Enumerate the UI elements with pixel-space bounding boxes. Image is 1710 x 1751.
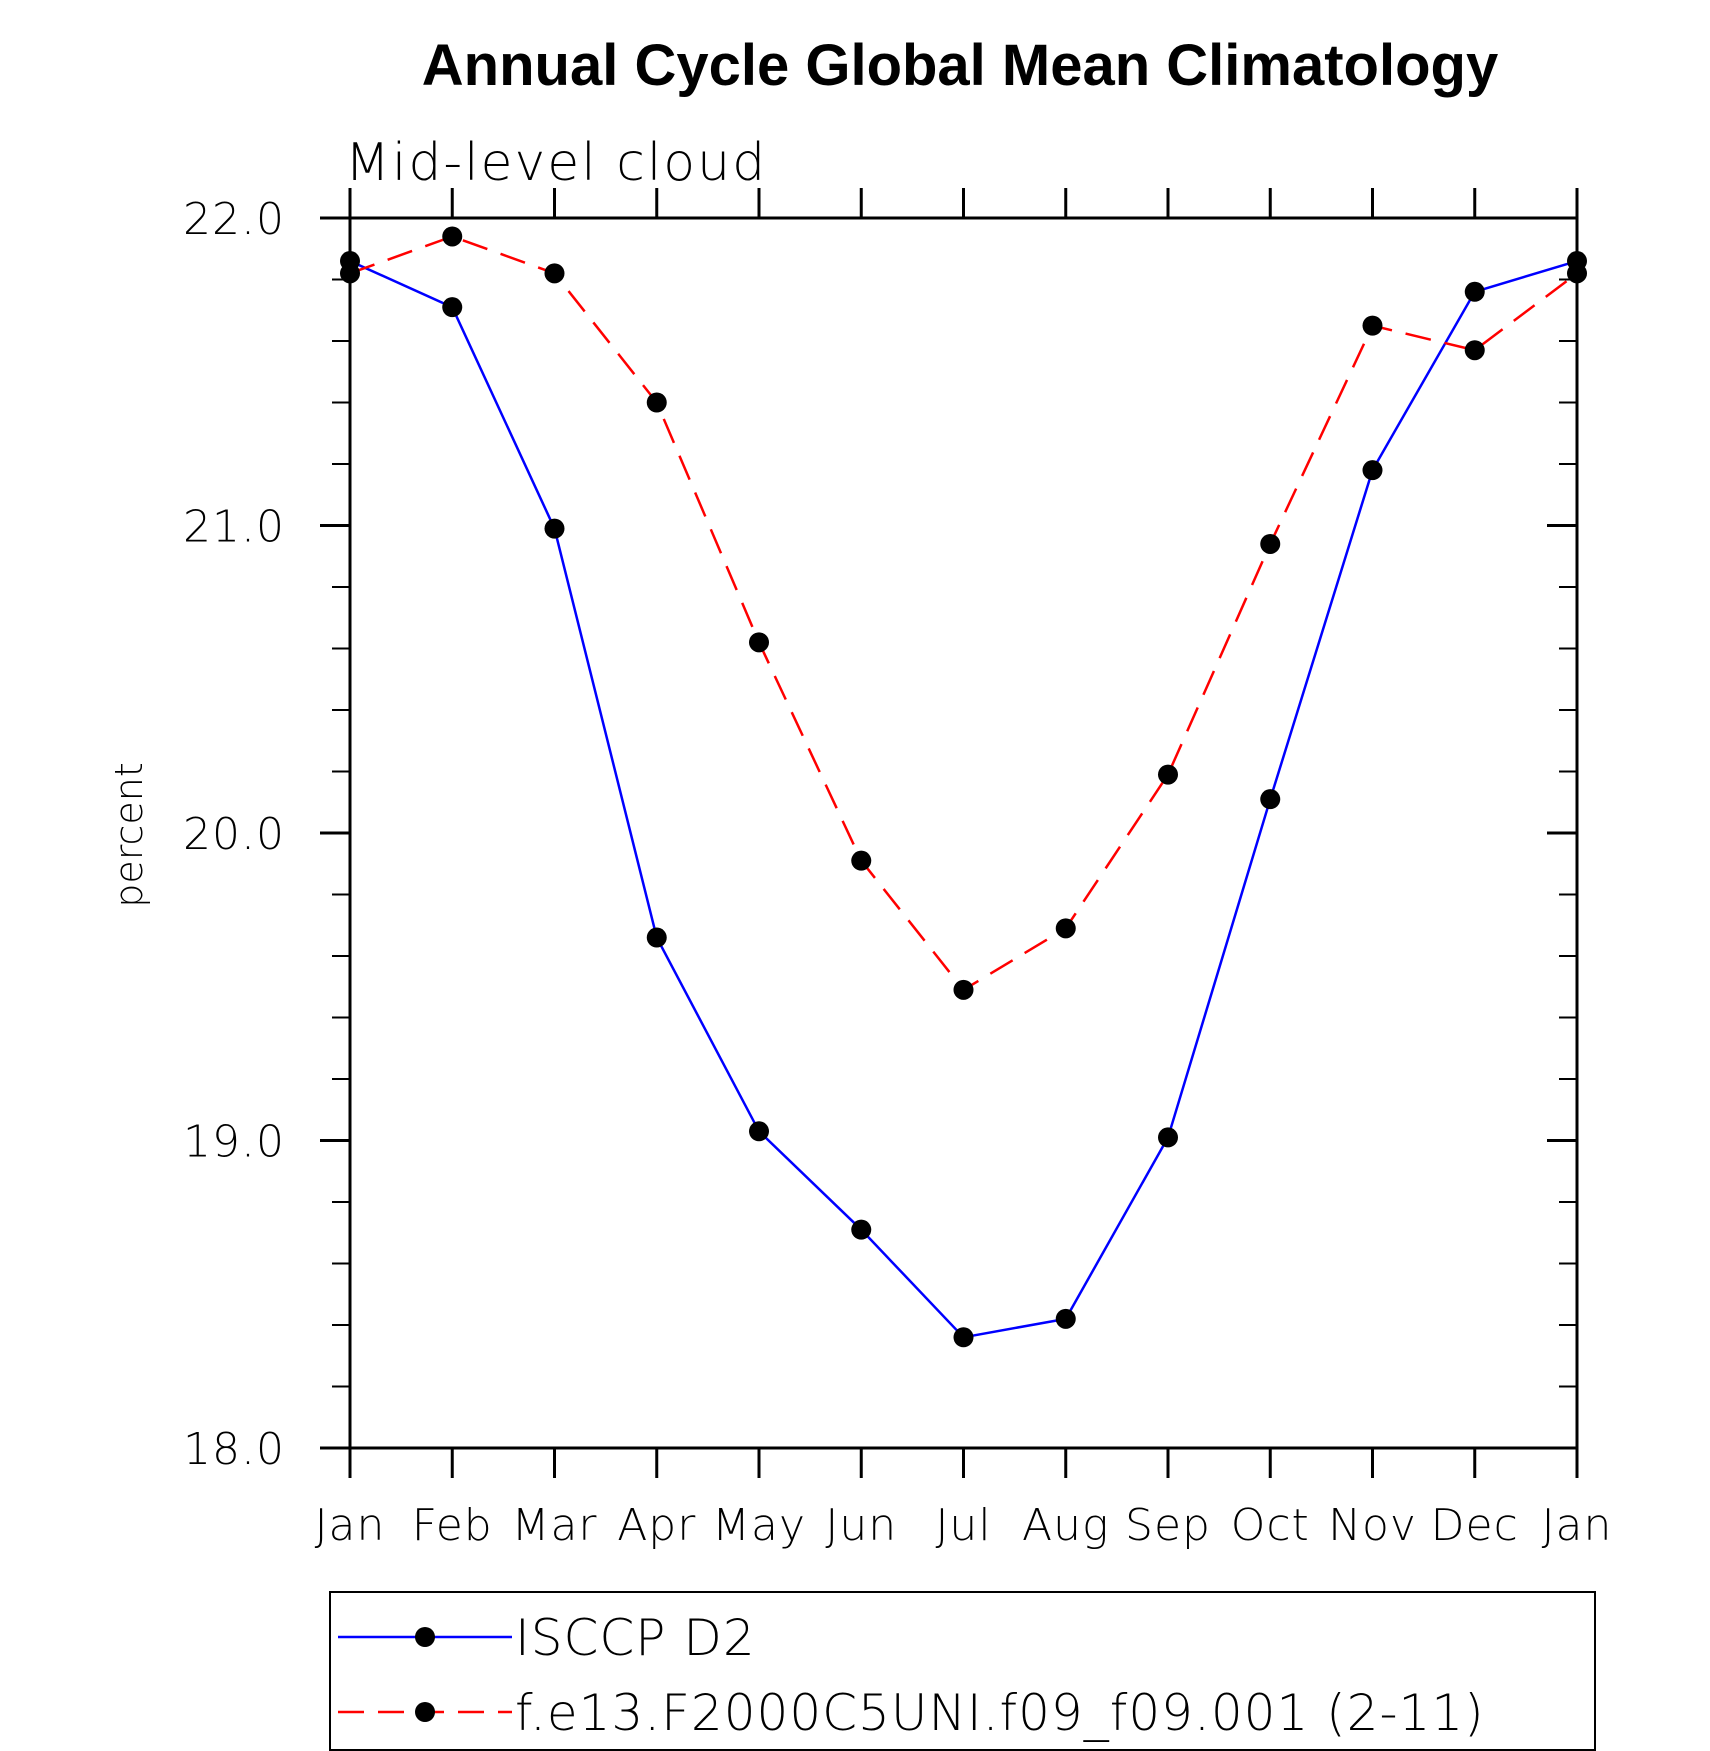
x-tick-label: Jan [315,1500,386,1551]
y-tick-label: 22.0 [183,194,285,245]
data-point-s0-8 [1158,1127,1178,1148]
data-point-s1-10 [1362,315,1383,336]
data-point-s1-2 [544,263,565,284]
data-point-s1-4 [749,632,769,653]
chart-subtitle: Mid-level cloud [345,133,767,193]
y-tick-label: 21.0 [183,502,285,553]
data-point-s0-6 [953,1327,974,1348]
data-point-s0-9 [1260,789,1281,810]
chart-title: Annual Cycle Global Mean Climatology [422,33,1498,98]
legend-marker-0 [415,1627,435,1647]
data-point-s1-8 [1158,764,1178,785]
data-point-s0-3 [646,927,667,948]
data-point-s1-3 [646,392,667,413]
data-point-s0-7 [1055,1308,1076,1329]
data-point-s0-11 [1464,281,1485,302]
data-point-s1-0 [340,263,360,284]
data-point-s0-1 [442,297,463,318]
x-tick-label: Mar [511,1500,597,1551]
data-point-s1-12 [1567,263,1587,284]
y-tick-label: 18.0 [183,1424,285,1475]
data-point-s1-9 [1260,533,1281,554]
series-line-1 [349,235,1578,992]
x-tick-label: Jun [825,1500,897,1551]
data-point-s0-4 [749,1121,769,1142]
x-tick-label: May [712,1500,806,1551]
legend-label-0: ISCCP D2 [515,1609,756,1667]
legend-box [329,1591,1596,1751]
x-tick-label: Jan [1542,1500,1613,1551]
series-line-0 [349,259,1578,1339]
y-axis-label: percent [107,762,151,908]
data-point-s0-5 [851,1219,872,1240]
x-tick-label: Oct [1231,1500,1310,1551]
data-point-s1-5 [851,850,872,871]
series-lines [349,235,1578,1339]
data-point-s0-10 [1362,460,1383,481]
data-markers [340,226,1587,1348]
y-tick-label: 20.0 [183,809,285,860]
data-point-s1-7 [1055,918,1076,939]
data-point-s1-6 [953,979,974,1000]
x-tick-label: Dec [1431,1500,1519,1551]
axis-ticks: Jan Feb Mar Apr May Jun Jul Aug Sep Oct Nov Dec Jan 1… [183,188,1613,1551]
data-point-s0-2 [544,518,565,539]
x-tick-label: Aug [1022,1500,1109,1551]
x-tick-label: Nov [1328,1500,1417,1551]
x-tick-label: Jul [935,1500,991,1551]
x-tick-label: Sep [1125,1500,1211,1551]
y-tick-label: 19.0 [183,1117,285,1168]
legend-marker-1 [415,1702,435,1722]
x-tick-label: Apr [617,1500,696,1551]
plot-frame [348,216,1579,1450]
x-tick-label: Feb [412,1500,493,1551]
data-point-s1-1 [442,226,463,247]
legend-label-1: f.e13.F2000C5UNI.f09_f09.001 (2-11) [515,1684,1485,1742]
data-point-s1-11 [1464,340,1485,361]
legend: ISCCP D2 f.e13.F2000C5UNI.f09_f09.001 (2-… [338,1609,1485,1742]
